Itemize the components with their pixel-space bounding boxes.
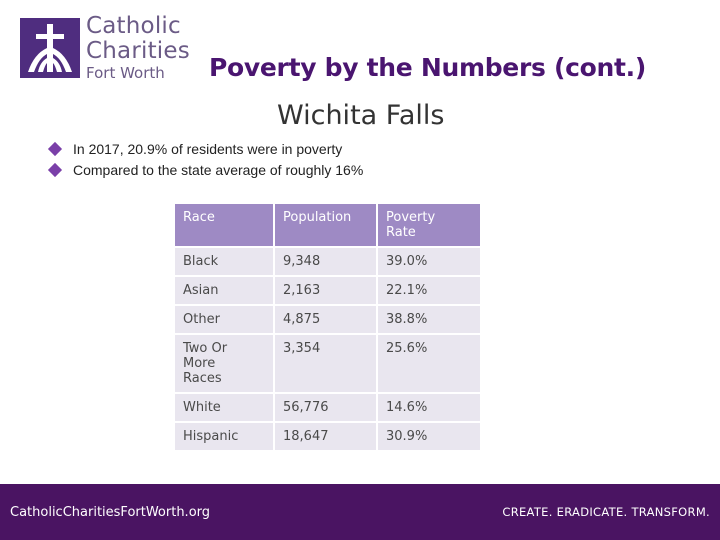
cell-population: 4,875 [275, 306, 376, 333]
header-race: Race [175, 204, 273, 246]
logo: Catholic Charities Fort Worth [20, 13, 196, 83]
cell-race-text: Two Or More Races [183, 341, 228, 386]
poverty-table: Race Population Poverty Rate Black 9,348… [173, 202, 482, 452]
table-row: Two Or More Races 3,354 25.6% [175, 335, 480, 392]
cell-race: White [175, 394, 273, 421]
cell-population: 3,354 [275, 335, 376, 392]
table-row: Other 4,875 38.8% [175, 306, 480, 333]
cell-population: 9,348 [275, 248, 376, 275]
cell-race: Other [175, 306, 273, 333]
cell-race: Two Or More Races [175, 335, 273, 392]
cell-race: Hispanic [175, 423, 273, 450]
footer-website-link[interactable]: CatholicCharitiesFortWorth.org [10, 505, 211, 520]
slide-title: Poverty by the Numbers (cont.) [209, 53, 646, 82]
diamond-bullet-icon [47, 141, 63, 156]
logo-line-1: Catholic [86, 13, 181, 39]
footer-bar: CatholicCharitiesFortWorth.org CREATE. E… [0, 484, 720, 540]
cross-logo-icon [20, 18, 80, 78]
bullet-text: In 2017, 20.9% of residents were in pove… [73, 140, 343, 157]
diamond-bullet-icon [47, 162, 63, 177]
cell-poverty-rate: 39.0% [378, 248, 480, 275]
cell-population: 56,776 [275, 394, 376, 421]
cell-poverty-rate: 38.8% [378, 306, 480, 333]
table-header-row: Race Population Poverty Rate [175, 204, 480, 246]
table-row: Hispanic 18,647 30.9% [175, 423, 480, 450]
cell-poverty-rate: 22.1% [378, 277, 480, 304]
cell-population: 2,163 [275, 277, 376, 304]
table-row: Black 9,348 39.0% [175, 248, 480, 275]
slide-subtitle: Wichita Falls [277, 100, 445, 131]
cell-population: 18,647 [275, 423, 376, 450]
header-poverty-rate-label: Poverty Rate [386, 210, 436, 240]
table-row: White 56,776 14.6% [175, 394, 480, 421]
cell-race: Black [175, 248, 273, 275]
table-row: Asian 2,163 22.1% [175, 277, 480, 304]
logo-wordmark: Catholic Charities Fort Worth [86, 13, 190, 83]
cell-poverty-rate: 25.6% [378, 335, 480, 392]
bullet-list: In 2017, 20.9% of residents were in pove… [47, 138, 364, 180]
footer-tagline: CREATE. ERADICATE. TRANSFORM. [502, 505, 710, 519]
logo-line-2: Charities [86, 38, 190, 64]
header-poverty-rate: Poverty Rate [378, 204, 480, 246]
header-population: Population [275, 204, 376, 246]
cell-poverty-rate: 30.9% [378, 423, 480, 450]
cell-race: Asian [175, 277, 273, 304]
bullet-item: Compared to the state average of roughly… [47, 159, 364, 180]
bullet-text: Compared to the state average of roughly… [73, 161, 364, 178]
bullet-item: In 2017, 20.9% of residents were in pove… [47, 138, 363, 159]
cell-poverty-rate: 14.6% [378, 394, 480, 421]
logo-line-3: Fort Worth [86, 64, 165, 82]
